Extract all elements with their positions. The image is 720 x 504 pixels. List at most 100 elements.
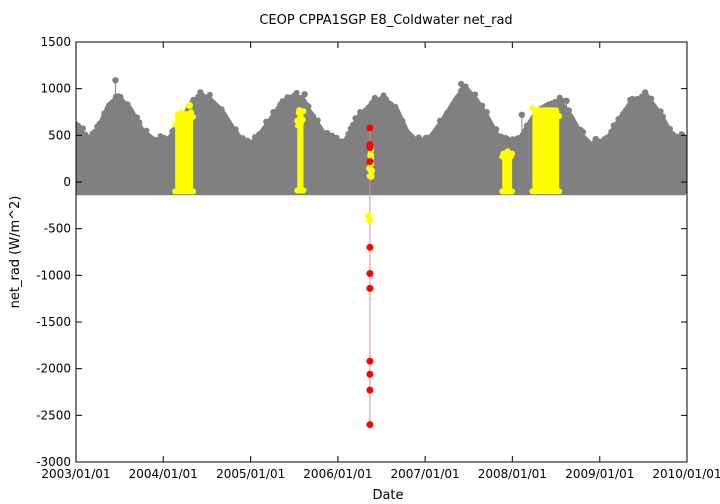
gray-point xyxy=(561,104,568,111)
x-tick-label: 2005/01/01 xyxy=(216,467,285,481)
yellow-point xyxy=(547,116,554,123)
gray-point xyxy=(117,93,124,100)
gray-point xyxy=(523,122,530,129)
gray-point xyxy=(462,83,469,90)
yellow-point xyxy=(299,116,306,123)
gray-point xyxy=(521,133,528,140)
x-axis-title: Date xyxy=(372,488,403,503)
gray-point xyxy=(497,133,504,140)
gray-point xyxy=(354,115,361,122)
gray-point xyxy=(305,103,312,110)
plot-area xyxy=(76,77,687,429)
gray-point xyxy=(479,102,486,109)
bad-point xyxy=(366,357,374,365)
gray-point xyxy=(338,139,345,146)
y-axis-title: net_rad (W/m^2) xyxy=(8,196,23,309)
gray-point xyxy=(667,125,674,132)
yellow-point xyxy=(186,101,194,109)
yellow-point xyxy=(366,172,373,179)
gray-point xyxy=(392,103,399,110)
gray-outlier-point xyxy=(503,135,511,143)
gray-point xyxy=(166,135,173,142)
gray-point xyxy=(427,137,434,144)
gray-point xyxy=(631,103,638,110)
gray-point xyxy=(594,145,601,152)
gray-point xyxy=(80,125,87,132)
yellow-point xyxy=(172,121,179,128)
gray-point xyxy=(263,118,270,125)
gray-outlier-point xyxy=(331,134,339,142)
gray-point xyxy=(87,142,94,149)
gray-point xyxy=(455,97,462,104)
y-tick-label: -500 xyxy=(44,222,71,236)
x-tick-label: 2006/01/01 xyxy=(303,467,372,481)
gray-point xyxy=(559,97,566,104)
gray-point xyxy=(91,128,98,135)
yellow-point xyxy=(367,150,374,157)
yellow-band xyxy=(297,109,304,191)
gray-point xyxy=(674,133,681,140)
y-tick-label: 1000 xyxy=(40,82,71,96)
bad-point xyxy=(366,370,374,378)
bad-point xyxy=(366,157,374,165)
gray-point xyxy=(246,145,253,152)
gray-point xyxy=(324,129,331,136)
gray-point xyxy=(98,120,105,127)
gray-point xyxy=(289,98,296,105)
gray-point xyxy=(281,99,288,106)
y-tick-label: -2500 xyxy=(36,408,71,422)
x-tick-label: 2003/01/01 xyxy=(41,467,110,481)
gray-point xyxy=(476,107,483,114)
gray-point xyxy=(204,96,211,103)
yellow-band-edge-points xyxy=(172,109,197,195)
gray-point xyxy=(260,126,267,133)
yellow-point xyxy=(190,188,197,195)
gray-point xyxy=(613,125,620,132)
gray-point xyxy=(361,114,368,121)
gray-point xyxy=(350,121,357,128)
yellow-band-edge-points xyxy=(294,106,307,194)
gray-point xyxy=(580,129,587,136)
gray-point xyxy=(267,116,274,123)
gray-point xyxy=(660,113,667,120)
gray-point xyxy=(265,123,272,130)
bad-point xyxy=(366,421,374,429)
gray-point xyxy=(331,140,338,147)
gray-outlier-point xyxy=(371,94,379,102)
gray-point xyxy=(274,112,281,119)
yellow-point xyxy=(509,150,516,157)
yellow-band-edge-points xyxy=(529,105,563,195)
gray-point xyxy=(566,107,573,114)
gray-point xyxy=(676,140,683,147)
gray-point xyxy=(314,117,321,124)
yellow-point xyxy=(529,105,536,112)
gray-outlier-point xyxy=(592,135,599,143)
gray-outlier-point xyxy=(301,91,308,98)
gray-point xyxy=(192,98,199,105)
y-tick-label: 1500 xyxy=(40,35,71,49)
gray-point xyxy=(136,119,143,126)
gray-point xyxy=(483,108,490,115)
yellow-point xyxy=(544,108,551,115)
gray-point xyxy=(636,99,643,106)
gray-point xyxy=(605,134,612,141)
x-tick-label: 2009/01/01 xyxy=(565,467,634,481)
gray-point xyxy=(629,95,636,102)
gray-point xyxy=(554,101,561,108)
gray-point xyxy=(387,101,394,108)
y-tick-label: -1000 xyxy=(36,268,71,282)
gray-point xyxy=(648,95,655,102)
gray-point xyxy=(110,101,117,108)
gray-outlier-point xyxy=(160,134,168,142)
gray-point xyxy=(589,147,596,154)
gray-point xyxy=(399,117,406,124)
gray-point xyxy=(657,108,664,115)
gray-outlier-point xyxy=(112,77,119,84)
gray-outlier-point xyxy=(518,111,526,119)
yellow-point xyxy=(300,187,307,194)
gray-point xyxy=(364,108,371,115)
gray-point xyxy=(293,89,300,96)
gray-point xyxy=(408,135,415,142)
